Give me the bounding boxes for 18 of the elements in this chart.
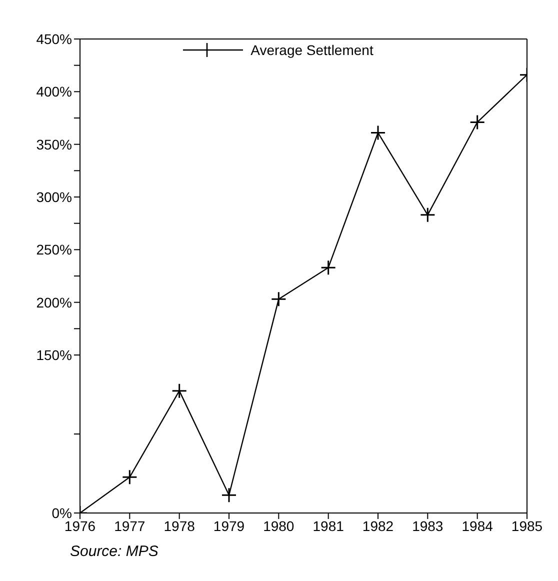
y-tick-label: 150%	[36, 346, 72, 363]
x-tick-label: 1984	[462, 518, 494, 534]
y-tick-label: 250%	[36, 242, 72, 258]
x-tick-label: 1980	[263, 518, 294, 534]
x-tick-label: 1979	[213, 518, 245, 534]
x-tick-label: 1982	[362, 518, 394, 534]
y-tick-label: 450%	[36, 30, 72, 47]
y-tick-label: 350%	[36, 136, 72, 152]
y-tick-label: 400%	[36, 84, 72, 100]
x-tick-label: 1977	[114, 518, 146, 534]
x-tick-label: 1985	[511, 518, 543, 534]
legend-label: Average Settlement	[250, 42, 374, 58]
source-note: Source: MPS	[70, 543, 160, 560]
x-tick-label: 1978	[164, 518, 196, 534]
x-tick-label: 1983	[412, 518, 444, 534]
x-tick-label: 1981	[312, 518, 344, 534]
y-tick-label: 200%	[36, 294, 72, 310]
y-tick-label: 300%	[36, 188, 72, 205]
